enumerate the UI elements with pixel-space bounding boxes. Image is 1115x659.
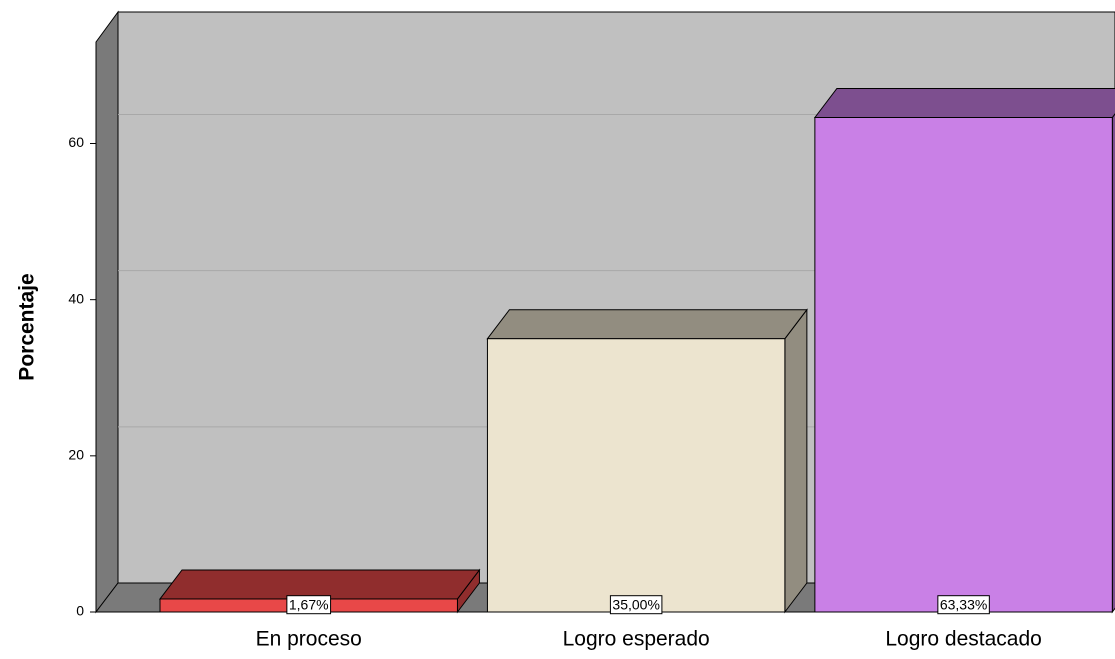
y-tick-label: 40: [68, 290, 84, 306]
value-label-box: [286, 595, 332, 615]
value-label: 35,00%: [612, 597, 659, 613]
bar-front: [486, 338, 786, 613]
bar-front: [814, 117, 1113, 613]
x-tick-label: En proceso: [256, 628, 362, 651]
x-tick-label: Logro destacado: [885, 628, 1041, 651]
value-label-box: [937, 595, 990, 615]
y-tick-label: 20: [68, 447, 84, 463]
y-tick-label: 60: [68, 134, 84, 150]
bar: [813, 88, 1115, 614]
value-label: 63,33%: [940, 597, 987, 613]
bar-top: [813, 88, 1115, 119]
x-tick-label: Logro esperado: [563, 628, 710, 651]
bar: [486, 308, 808, 614]
y-tick-label: 0: [76, 603, 84, 619]
bar-top: [486, 309, 808, 340]
left-wall: [95, 10, 119, 614]
value-label-box: [609, 595, 663, 615]
bar-side: [784, 308, 808, 614]
value-label: 1,67%: [289, 597, 329, 613]
y-axis-label: Porcentaje: [16, 273, 39, 380]
bar-top: [158, 569, 481, 600]
